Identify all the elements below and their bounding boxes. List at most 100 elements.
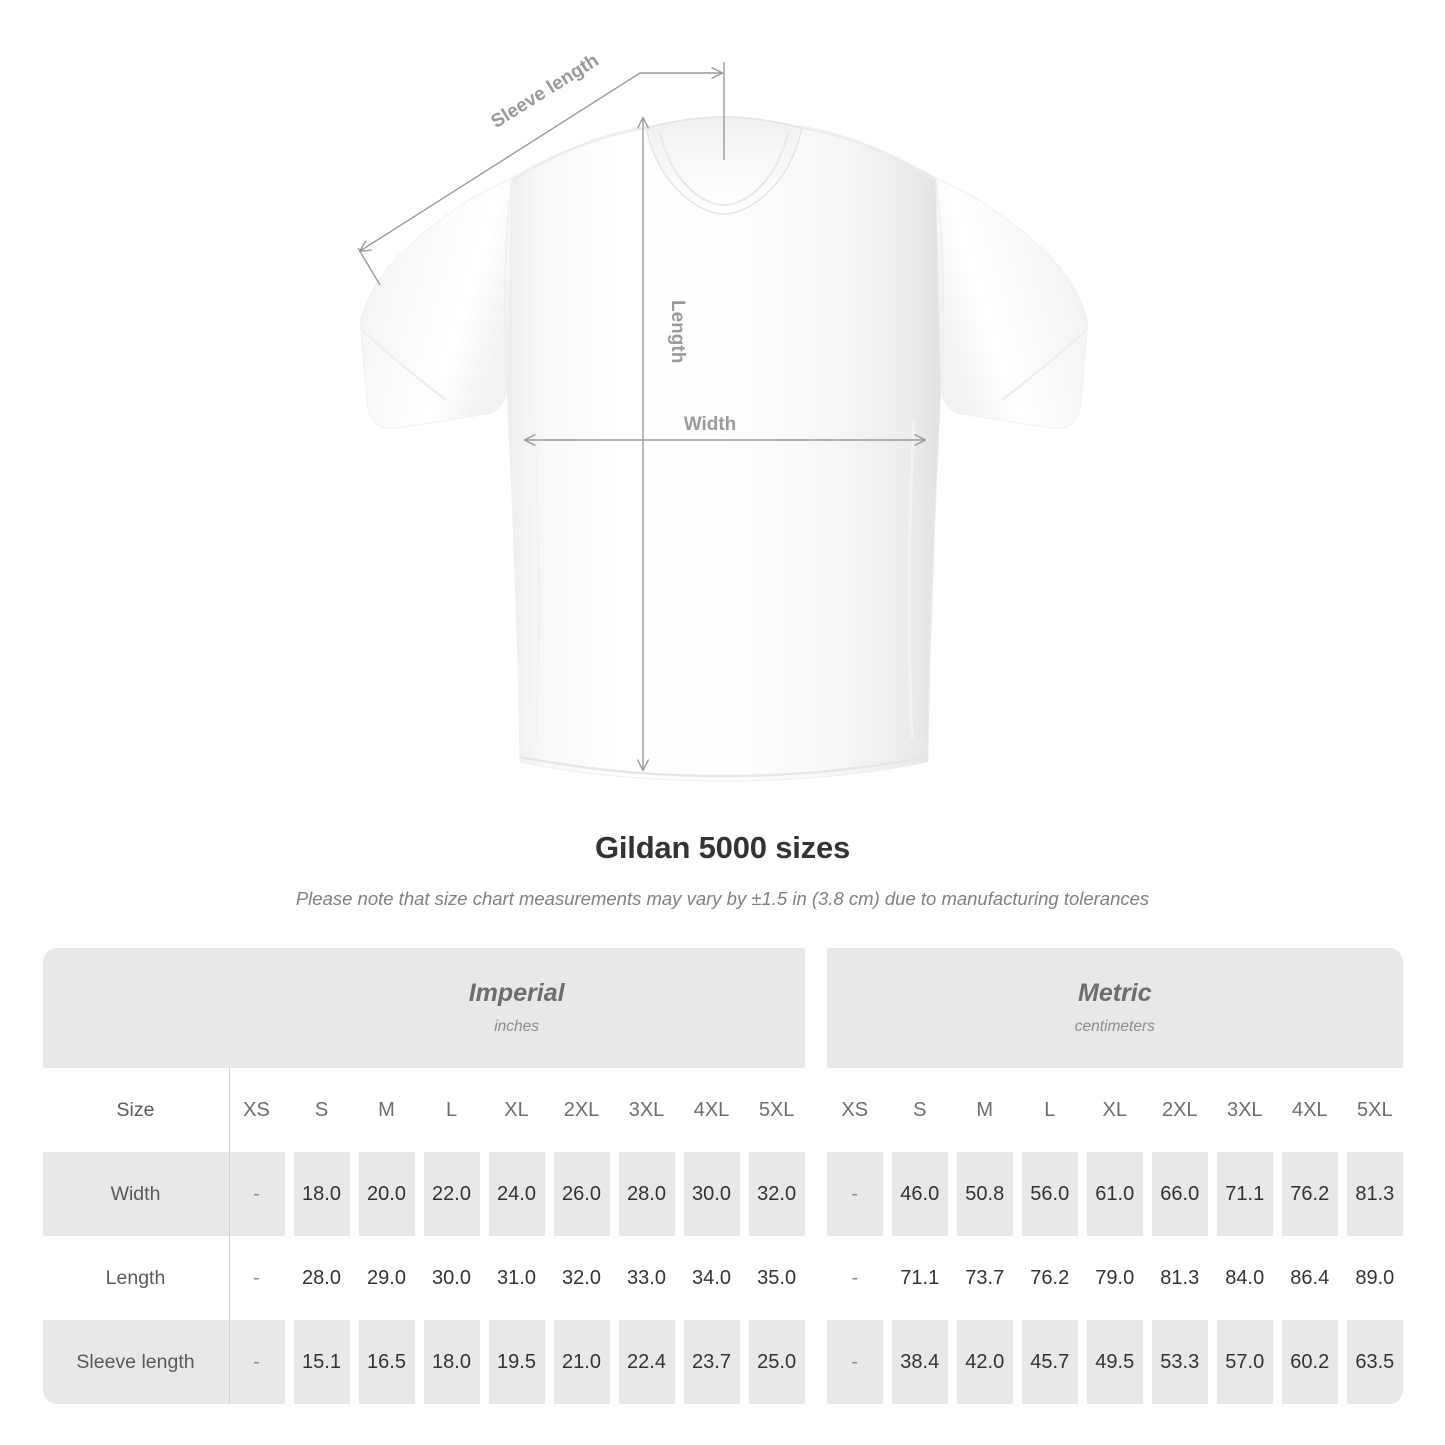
cell-imperial-5XL-sleeve-length: 25.0	[748, 1320, 805, 1404]
shirt-illustration: Sleeve length Length Width	[357, 50, 1089, 782]
sleeve-length-label: Sleeve length	[488, 50, 603, 133]
cell-metric-2XL-width: 66.0	[1151, 1152, 1208, 1236]
cell-gutter	[544, 1068, 554, 1152]
cell-gutter	[674, 1236, 684, 1320]
cell-metric-5XL-length: 89.0	[1346, 1236, 1403, 1320]
cell-imperial-L-length: 30.0	[423, 1236, 480, 1320]
cell-metric-5XL-sleeve-length: 63.5	[1346, 1320, 1403, 1404]
cell-gutter	[414, 1152, 424, 1236]
cell-gutter	[674, 1152, 684, 1236]
right-shoulder-seam	[801, 127, 935, 181]
size-header-imperial-5XL: 5XL	[748, 1068, 805, 1152]
cell-gutter	[1207, 1236, 1217, 1320]
cell-gutter	[1337, 1152, 1347, 1236]
cell-metric-3XL-length: 84.0	[1216, 1236, 1273, 1320]
unit-group-metric: Metric centimeters	[826, 948, 1403, 1068]
cell-imperial-3XL-sleeve-length: 22.4	[618, 1320, 675, 1404]
cell-metric-3XL-width: 71.1	[1216, 1152, 1273, 1236]
right-sleeve-hem	[1001, 329, 1087, 401]
cell-imperial-XS-sleeve-length: -	[228, 1320, 285, 1404]
cell-gutter	[1142, 1152, 1152, 1236]
cell-gutter	[674, 1320, 684, 1404]
unit-separator	[804, 1068, 827, 1152]
cell-imperial-S-width: 18.0	[293, 1152, 350, 1236]
cell-gutter	[479, 1068, 489, 1152]
page-title: Gildan 5000 sizes	[594, 830, 851, 865]
cell-gutter	[1077, 1236, 1087, 1320]
cell-metric-5XL-width: 81.3	[1346, 1152, 1403, 1236]
size-header-metric-4XL: 4XL	[1281, 1068, 1338, 1152]
cell-gutter	[1272, 1068, 1282, 1152]
cell-imperial-M-sleeve-length: 16.5	[358, 1320, 415, 1404]
cell-metric-L-sleeve-length: 45.7	[1021, 1320, 1078, 1404]
cell-imperial-S-sleeve-length: 15.1	[293, 1320, 350, 1404]
unit-group-unit: centimeters	[1074, 1017, 1155, 1035]
cell-imperial-2XL-length: 32.0	[553, 1236, 610, 1320]
cell-gutter	[947, 1068, 957, 1152]
unit-separator	[804, 1320, 827, 1404]
cell-metric-XS-sleeve-length: -	[826, 1320, 883, 1404]
cell-gutter	[739, 1068, 749, 1152]
bottom-hem	[519, 755, 929, 778]
banner-corner	[42, 948, 229, 1068]
size-header-metric-L: L	[1021, 1068, 1078, 1152]
size-header-metric-3XL: 3XL	[1216, 1068, 1273, 1152]
measurement-lines	[357, 62, 927, 772]
cell-gutter	[947, 1320, 957, 1404]
cell-metric-3XL-sleeve-length: 57.0	[1216, 1320, 1273, 1404]
cell-gutter	[544, 1236, 554, 1320]
cell-gutter	[479, 1236, 489, 1320]
cell-metric-XL-width: 61.0	[1086, 1152, 1143, 1236]
cell-imperial-4XL-sleeve-length: 23.7	[683, 1320, 740, 1404]
cell-gutter	[1337, 1320, 1347, 1404]
cell-gutter	[739, 1320, 749, 1404]
cell-gutter	[544, 1152, 554, 1236]
unit-separator	[804, 1152, 827, 1236]
cell-metric-XS-width: -	[826, 1152, 883, 1236]
unit-separator	[804, 948, 827, 1068]
cell-gutter	[1077, 1068, 1087, 1152]
sleeve-tick-shoulder	[357, 247, 381, 286]
title-block: Gildan 5000 sizes Please note that size …	[0, 830, 1445, 910]
size-header-metric-2XL: 2XL	[1151, 1068, 1208, 1152]
cell-metric-S-sleeve-length: 38.4	[891, 1320, 948, 1404]
cell-gutter	[479, 1320, 489, 1404]
cell-metric-L-width: 56.0	[1021, 1152, 1078, 1236]
cell-gutter	[947, 1236, 957, 1320]
cell-metric-2XL-length: 81.3	[1151, 1236, 1208, 1320]
cell-imperial-5XL-length: 35.0	[748, 1236, 805, 1320]
cell-gutter	[1142, 1236, 1152, 1320]
cell-gutter	[1207, 1320, 1217, 1404]
fabric-fold-left	[532, 419, 541, 741]
cell-gutter	[1207, 1152, 1217, 1236]
size-header-imperial-XL: XL	[488, 1068, 545, 1152]
cell-gutter	[284, 1236, 294, 1320]
cell-metric-M-width: 50.8	[956, 1152, 1013, 1236]
shirt-diagram: Sleeve length Length Width	[357, 50, 1089, 782]
cell-metric-4XL-sleeve-length: 60.2	[1281, 1320, 1338, 1404]
size-header-imperial-2XL: 2XL	[553, 1068, 610, 1152]
cell-imperial-5XL-width: 32.0	[748, 1152, 805, 1236]
cell-imperial-XS-length: -	[228, 1236, 285, 1320]
cell-metric-XS-length: -	[826, 1236, 883, 1320]
cell-imperial-2XL-sleeve-length: 21.0	[553, 1320, 610, 1404]
cell-gutter	[349, 1152, 359, 1236]
cell-imperial-2XL-width: 26.0	[553, 1152, 610, 1236]
cell-gutter	[284, 1320, 294, 1404]
cell-gutter	[284, 1152, 294, 1236]
cell-gutter	[947, 1152, 957, 1236]
size-header-metric-XL: XL	[1086, 1068, 1143, 1152]
unit-group-name: Imperial	[468, 979, 565, 1008]
cell-imperial-L-sleeve-length: 18.0	[423, 1320, 480, 1404]
cell-imperial-XL-sleeve-length: 19.5	[488, 1320, 545, 1404]
cell-imperial-XL-width: 24.0	[488, 1152, 545, 1236]
cell-gutter	[739, 1236, 749, 1320]
cell-gutter	[1077, 1320, 1087, 1404]
cell-gutter	[674, 1068, 684, 1152]
cell-gutter	[544, 1320, 554, 1404]
cell-imperial-4XL-width: 30.0	[683, 1152, 740, 1236]
cell-gutter	[1272, 1152, 1282, 1236]
shirt-torso	[506, 125, 942, 782]
cell-imperial-3XL-length: 33.0	[618, 1236, 675, 1320]
cell-gutter	[349, 1068, 359, 1152]
